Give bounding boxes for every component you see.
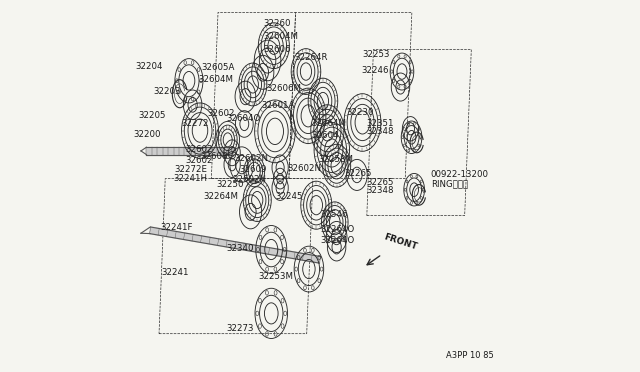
Text: 32264R: 32264R	[294, 53, 328, 62]
Text: 32260: 32260	[264, 19, 291, 28]
Polygon shape	[150, 227, 321, 263]
Text: 32203: 32203	[153, 87, 180, 96]
Text: 32264O: 32264O	[321, 225, 355, 234]
Text: 00922-13200: 00922-13200	[431, 170, 489, 179]
Text: 32602N: 32602N	[233, 175, 267, 184]
Text: 32250: 32250	[217, 180, 244, 189]
Text: 32602: 32602	[186, 145, 213, 154]
Text: 32272E: 32272E	[174, 165, 207, 174]
Text: 32245: 32245	[276, 192, 303, 201]
Text: A3PP 10 85: A3PP 10 85	[446, 350, 493, 359]
Text: 32241F: 32241F	[160, 223, 193, 232]
Text: 32264O: 32264O	[321, 236, 355, 245]
Text: 32609: 32609	[239, 165, 267, 174]
Text: 32253M: 32253M	[259, 272, 293, 281]
Text: 32273: 32273	[226, 324, 253, 333]
Text: 32605A: 32605A	[202, 63, 235, 72]
Text: 32601A: 32601A	[262, 101, 295, 110]
Text: RINGリング: RINGリング	[431, 180, 468, 189]
Text: 32348: 32348	[366, 186, 394, 195]
Text: 32204: 32204	[136, 61, 163, 71]
Text: 32264M: 32264M	[203, 192, 238, 201]
Text: 32604M: 32604M	[264, 32, 299, 41]
Text: 32264M: 32264M	[312, 119, 347, 128]
Text: 32258M: 32258M	[319, 155, 353, 164]
Text: 32351: 32351	[366, 119, 394, 128]
Text: 32272: 32272	[181, 119, 209, 128]
Text: 32205: 32205	[138, 110, 166, 120]
Text: 32602: 32602	[186, 156, 213, 166]
Text: 32602N: 32602N	[234, 154, 268, 163]
Text: 32604: 32604	[312, 131, 339, 140]
Text: 32241: 32241	[161, 268, 189, 277]
Text: 32604M: 32604M	[198, 75, 233, 84]
Text: 32546: 32546	[321, 210, 348, 219]
Text: 32340: 32340	[227, 244, 254, 253]
Text: 32606: 32606	[264, 45, 291, 54]
Text: 32265: 32265	[366, 178, 394, 187]
Text: 32602N: 32602N	[287, 164, 321, 173]
Text: 32265: 32265	[344, 169, 371, 177]
Text: 32230: 32230	[347, 108, 374, 117]
Text: 32253: 32253	[363, 51, 390, 60]
Text: 32602: 32602	[207, 109, 235, 118]
Text: 32348: 32348	[366, 127, 394, 136]
Text: 32200: 32200	[133, 130, 161, 139]
Text: 32608: 32608	[200, 152, 228, 161]
Text: 32606M: 32606M	[266, 84, 301, 93]
Text: FRONT: FRONT	[383, 232, 419, 252]
Text: 32604O: 32604O	[226, 114, 260, 123]
Text: 32241H: 32241H	[173, 174, 208, 183]
Text: 32246: 32246	[361, 66, 388, 75]
